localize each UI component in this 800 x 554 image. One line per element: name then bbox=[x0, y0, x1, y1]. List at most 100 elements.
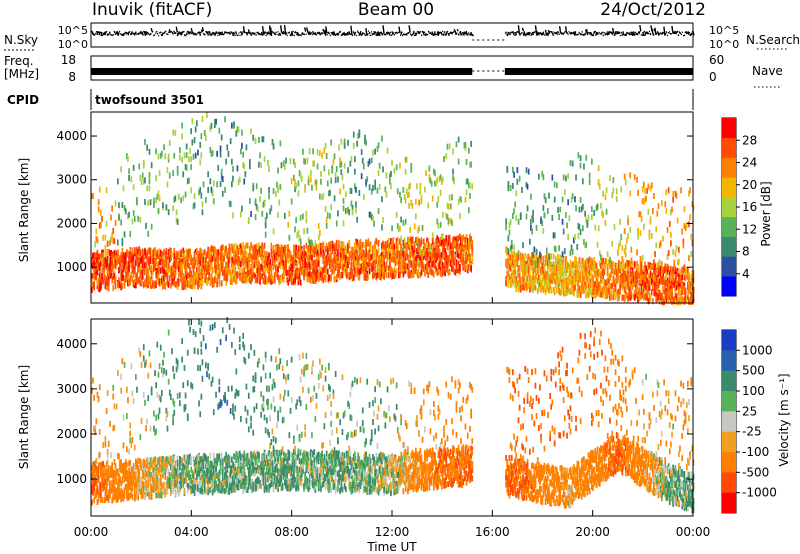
range-cell bbox=[629, 190, 631, 196]
range-cell bbox=[564, 248, 566, 254]
range-cell bbox=[202, 116, 204, 122]
range-cell bbox=[690, 234, 692, 240]
range-cell bbox=[567, 199, 569, 205]
range-cell bbox=[219, 279, 221, 285]
beam-title: Beam 00 bbox=[358, 0, 434, 20]
range-cell bbox=[315, 241, 317, 247]
cpid-value: twofsound 3501 bbox=[95, 93, 204, 107]
range-cell bbox=[511, 240, 513, 246]
range-cell bbox=[268, 252, 270, 258]
range-cell bbox=[506, 167, 508, 173]
range-cell bbox=[662, 236, 664, 242]
range-cell bbox=[445, 235, 447, 241]
range-cell bbox=[363, 194, 365, 200]
range-cell bbox=[661, 261, 663, 267]
range-cell bbox=[420, 189, 422, 195]
range-cell bbox=[574, 196, 576, 202]
range-cell bbox=[294, 162, 296, 168]
range-cell bbox=[644, 188, 646, 194]
range-cell bbox=[552, 175, 554, 181]
range-cell bbox=[193, 154, 195, 160]
range-cell bbox=[539, 252, 541, 258]
range-cell bbox=[410, 163, 412, 169]
range-cell bbox=[222, 244, 224, 250]
range-cell bbox=[408, 203, 410, 209]
range-cell bbox=[642, 255, 644, 261]
range-cell bbox=[216, 151, 218, 157]
range-cell bbox=[663, 299, 665, 305]
range-cell bbox=[668, 187, 670, 193]
range-cell bbox=[666, 189, 668, 195]
range-cell bbox=[241, 143, 243, 149]
range-cell bbox=[641, 216, 643, 222]
range-cell bbox=[159, 170, 161, 176]
range-cell bbox=[556, 287, 558, 293]
range-cell bbox=[681, 297, 683, 303]
range-cell bbox=[672, 197, 674, 203]
range-cell bbox=[252, 135, 254, 141]
range-cell bbox=[220, 181, 222, 187]
range-cell bbox=[339, 188, 341, 194]
range-cell bbox=[645, 196, 647, 202]
range-cell bbox=[206, 112, 208, 118]
range-cell bbox=[291, 178, 293, 184]
range-cell bbox=[173, 248, 175, 254]
range-cell bbox=[582, 204, 584, 210]
range-cell bbox=[167, 181, 169, 187]
range-cell bbox=[266, 213, 268, 219]
range-cell bbox=[588, 215, 590, 221]
range-cell bbox=[591, 214, 593, 220]
range-cell bbox=[101, 258, 103, 264]
range-cell bbox=[93, 285, 95, 291]
range-cell bbox=[185, 192, 187, 198]
range-cell bbox=[126, 252, 128, 258]
range-cell bbox=[330, 276, 332, 282]
range-cell bbox=[373, 252, 375, 258]
range-cell bbox=[643, 224, 645, 230]
range-cell bbox=[634, 261, 636, 267]
range-cell bbox=[216, 281, 218, 287]
range-cell bbox=[158, 208, 160, 214]
range-cell bbox=[363, 163, 365, 169]
range-cell bbox=[529, 239, 531, 245]
range-cell bbox=[688, 255, 690, 261]
range-cell bbox=[570, 160, 572, 166]
range-cell bbox=[312, 148, 314, 154]
range-cell bbox=[143, 255, 145, 261]
range-cell bbox=[273, 228, 275, 234]
range-cell bbox=[118, 202, 120, 208]
range-cell bbox=[307, 158, 309, 164]
range-cell bbox=[94, 241, 96, 247]
range-cell bbox=[470, 141, 472, 147]
range-cell bbox=[606, 209, 608, 215]
range-cell bbox=[330, 204, 332, 210]
range-cell bbox=[636, 284, 638, 290]
range-cell bbox=[423, 250, 425, 256]
range-cell bbox=[327, 269, 329, 275]
range-cell bbox=[356, 141, 358, 147]
range-cell bbox=[260, 162, 262, 168]
range-cell bbox=[648, 273, 650, 279]
range-cell bbox=[356, 217, 358, 223]
range-cell bbox=[363, 242, 365, 248]
range-cell bbox=[365, 140, 367, 146]
range-cell bbox=[336, 166, 338, 172]
range-cell bbox=[179, 147, 181, 153]
range-cell bbox=[169, 173, 171, 179]
range-cell bbox=[101, 216, 103, 222]
range-cell bbox=[264, 201, 266, 207]
range-cell bbox=[543, 256, 545, 262]
range-cell bbox=[260, 188, 262, 194]
range-cell bbox=[326, 153, 328, 159]
range-cell bbox=[416, 183, 418, 189]
range-cell bbox=[255, 198, 257, 204]
range-cell bbox=[415, 199, 417, 205]
range-cell bbox=[378, 170, 380, 176]
range-cell bbox=[438, 223, 440, 229]
range-cell bbox=[277, 212, 279, 218]
range-cell bbox=[432, 196, 434, 202]
range-cell bbox=[155, 148, 157, 154]
range-cell bbox=[508, 181, 510, 187]
range-cell bbox=[452, 149, 454, 155]
